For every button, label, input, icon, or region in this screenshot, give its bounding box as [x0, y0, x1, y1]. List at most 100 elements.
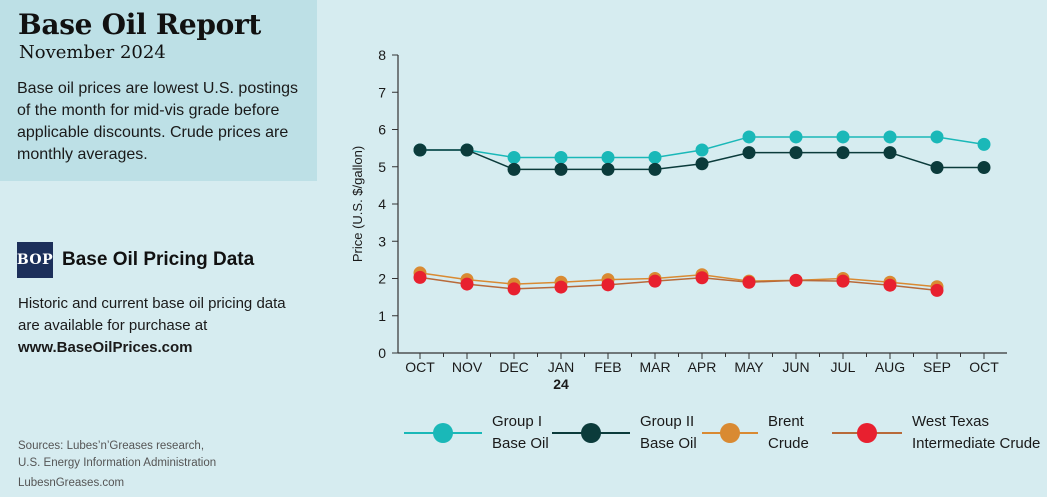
data-point [789, 146, 803, 160]
x-tick-label: FEB [594, 359, 621, 375]
legend-dot [433, 423, 453, 443]
x-tick-label: OCT [405, 359, 435, 375]
site-credit: LubesnGreases.com [18, 477, 125, 489]
x-tick-label: JUL [831, 359, 856, 375]
y-tick-label: 4 [378, 196, 386, 212]
data-point [930, 130, 944, 144]
legend-label-line-1: Group II [640, 413, 695, 430]
x-tick-label: SEP [923, 359, 951, 375]
data-point [648, 162, 662, 176]
data-point [413, 143, 427, 157]
data-point [507, 150, 521, 164]
data-point [601, 278, 615, 292]
legend-label-line-2: Base Oil [492, 435, 549, 452]
report-date: November 2024 [19, 42, 166, 63]
year-marker-label: 24 [553, 376, 569, 392]
legend-dot [857, 423, 877, 443]
data-point [836, 274, 850, 288]
legend-label: West Texas Intermediate Crude [912, 411, 1040, 455]
chart-series-layer [413, 130, 991, 297]
data-point [836, 146, 850, 160]
data-point [695, 143, 709, 157]
y-tick-label: 7 [378, 84, 386, 100]
data-point [742, 130, 756, 144]
sources-line-2: U.S. Energy Information Administration [18, 457, 217, 469]
legend-dot [581, 423, 601, 443]
y-axis-label: Price (U.S. $/gallon) [350, 146, 365, 262]
legend-label: Group I Base Oil [492, 411, 549, 455]
y-tick-label: 2 [378, 271, 386, 287]
data-point [460, 143, 474, 157]
data-point [554, 280, 568, 294]
chart-axes: 0 1 2 3 4 5 6 7 8 Price (U.S. $/gallon) OCT NOV DEC J… [350, 47, 1007, 392]
promo-url-link[interactable]: www.BaseOilPrices.com [18, 339, 193, 356]
data-point [742, 146, 756, 160]
data-point [601, 162, 615, 176]
sources-line-1: Sources: Lubes’n’Greases research, [18, 440, 205, 452]
legend-label-line-1: Group I [492, 413, 543, 430]
price-chart: 0 1 2 3 4 5 6 7 8 Price (U.S. $/gallon) OCT NOV DEC J… [350, 47, 1007, 392]
series-line-3 [419, 276, 938, 292]
data-point [883, 278, 897, 292]
data-point [977, 137, 991, 151]
x-tick-label: DEC [499, 359, 529, 375]
x-tick-label: MAR [639, 359, 670, 375]
y-tick-label: 8 [378, 47, 386, 63]
data-point [460, 277, 474, 291]
bop-logo: BOP [17, 242, 53, 278]
x-tick-label: AUG [875, 359, 905, 375]
sources-note: Sources: Lubes’n’Greases research, U.S. … [18, 438, 278, 472]
legend-label-line-1: West Texas [912, 413, 989, 430]
data-point [413, 270, 427, 284]
data-point [930, 283, 944, 297]
data-point [507, 162, 521, 176]
legend-item: Group II Base Oil [552, 408, 697, 458]
data-point [554, 162, 568, 176]
legend-label-line-1: Brent [768, 413, 804, 430]
data-point [695, 157, 709, 171]
legend-swatch [404, 423, 482, 443]
data-point [789, 273, 803, 287]
legend-item: Brent Crude [702, 408, 809, 458]
legend-label: Brent Crude [768, 411, 809, 455]
data-point [648, 274, 662, 288]
x-tick-label: APR [688, 359, 717, 375]
x-tick-label: MAY [734, 359, 764, 375]
data-point [789, 130, 803, 144]
data-point [695, 271, 709, 285]
legend-item: Group I Base Oil [404, 408, 549, 458]
legend-label-line-2: Intermediate Crude [912, 435, 1041, 452]
data-point [836, 130, 850, 144]
data-point [601, 150, 615, 164]
legend-label-line-2: Base Oil [640, 435, 697, 452]
x-tick-label: NOV [452, 359, 483, 375]
x-tick-label: JAN [548, 359, 574, 375]
legend-dot [720, 423, 740, 443]
legend-item: West Texas Intermediate Crude [832, 408, 1040, 458]
data-point [507, 282, 521, 296]
report-title: Base Oil Report [18, 8, 262, 41]
y-tick-label: 1 [378, 308, 386, 324]
data-point [930, 160, 944, 174]
legend-swatch [832, 423, 902, 443]
header-panel [0, 0, 317, 181]
data-point [648, 150, 662, 164]
legend-swatch [552, 423, 630, 443]
y-tick-label: 6 [378, 122, 386, 138]
promo-description-text: Historic and current base oil pricing da… [18, 295, 286, 334]
series-line-2 [419, 272, 938, 288]
legend-swatch [702, 423, 758, 443]
x-tick-label: JUN [782, 359, 809, 375]
legend-label-line-2: Crude [768, 435, 809, 452]
data-point [977, 160, 991, 174]
data-point [883, 130, 897, 144]
legend-label: Group II Base Oil [640, 411, 697, 455]
y-tick-label: 5 [378, 159, 386, 175]
x-tick-label: OCT [969, 359, 999, 375]
data-point [883, 146, 897, 160]
promo-title: Base Oil Pricing Data [62, 249, 255, 270]
data-point [742, 275, 756, 289]
promo-description: Historic and current base oil pricing da… [18, 293, 308, 359]
intro-text: Base oil prices are lowest U.S. postings… [17, 80, 299, 163]
data-point [554, 150, 568, 164]
